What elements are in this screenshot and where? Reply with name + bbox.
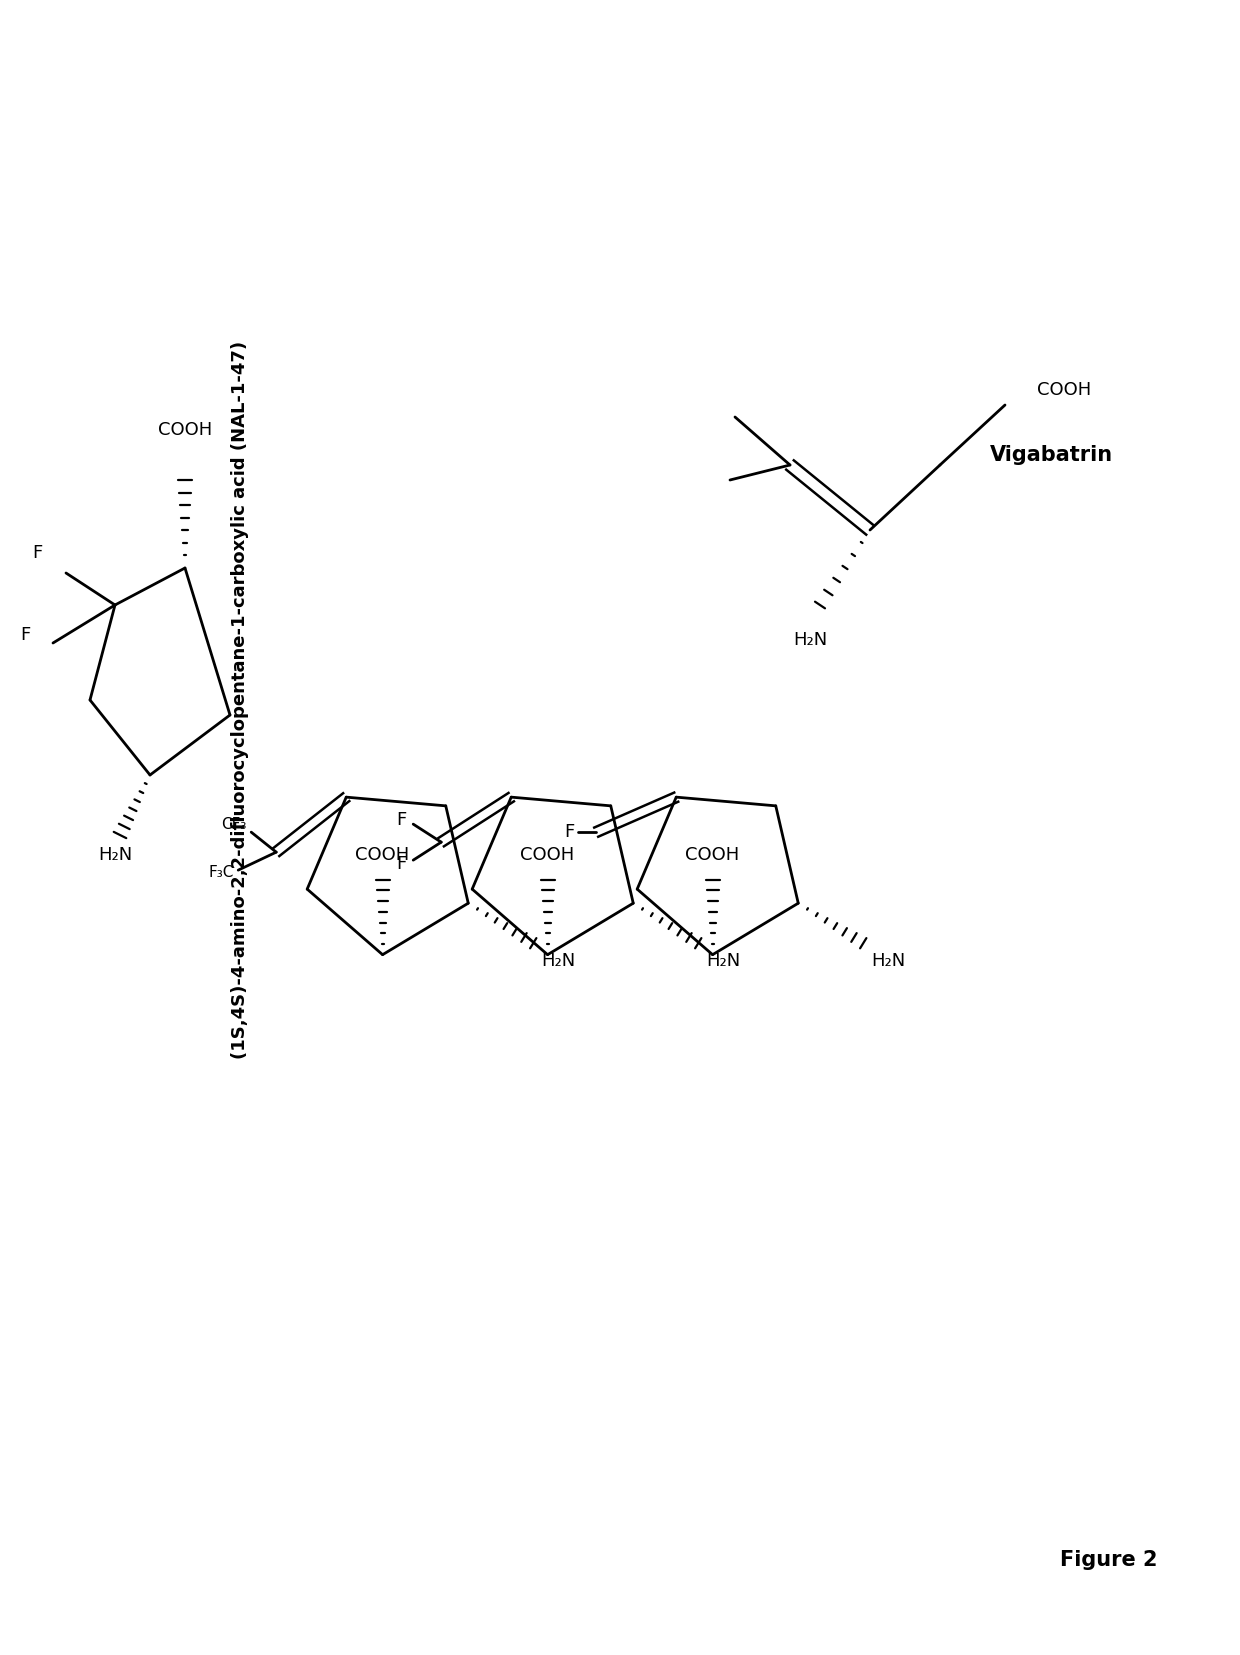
Text: H₂N: H₂N: [541, 952, 575, 970]
Text: F: F: [396, 856, 407, 874]
Text: (1S,4S)-4-amino-2,2-difluorocyclopentane-1-carboxylic acid (NAL-1-47): (1S,4S)-4-amino-2,2-difluorocyclopentane…: [231, 341, 249, 1059]
Text: Vigabatrin: Vigabatrin: [990, 445, 1114, 465]
Text: COOH: COOH: [686, 846, 740, 864]
Text: H₂N: H₂N: [792, 631, 827, 649]
Text: COOH: COOH: [157, 420, 212, 439]
Text: H₂N: H₂N: [98, 846, 133, 864]
Text: COOH: COOH: [1037, 381, 1091, 399]
Text: Figure 2: Figure 2: [1060, 1551, 1157, 1571]
Text: H₂N: H₂N: [872, 952, 905, 970]
Text: F: F: [32, 544, 43, 563]
Text: COOH: COOH: [356, 846, 409, 864]
Text: COOH: COOH: [521, 846, 574, 864]
Text: F: F: [396, 811, 407, 829]
Text: CF₃: CF₃: [221, 816, 247, 832]
Text: H₂N: H₂N: [706, 952, 740, 970]
Text: F: F: [20, 626, 30, 644]
Text: F: F: [564, 823, 574, 841]
Text: F₃C: F₃C: [208, 864, 234, 880]
